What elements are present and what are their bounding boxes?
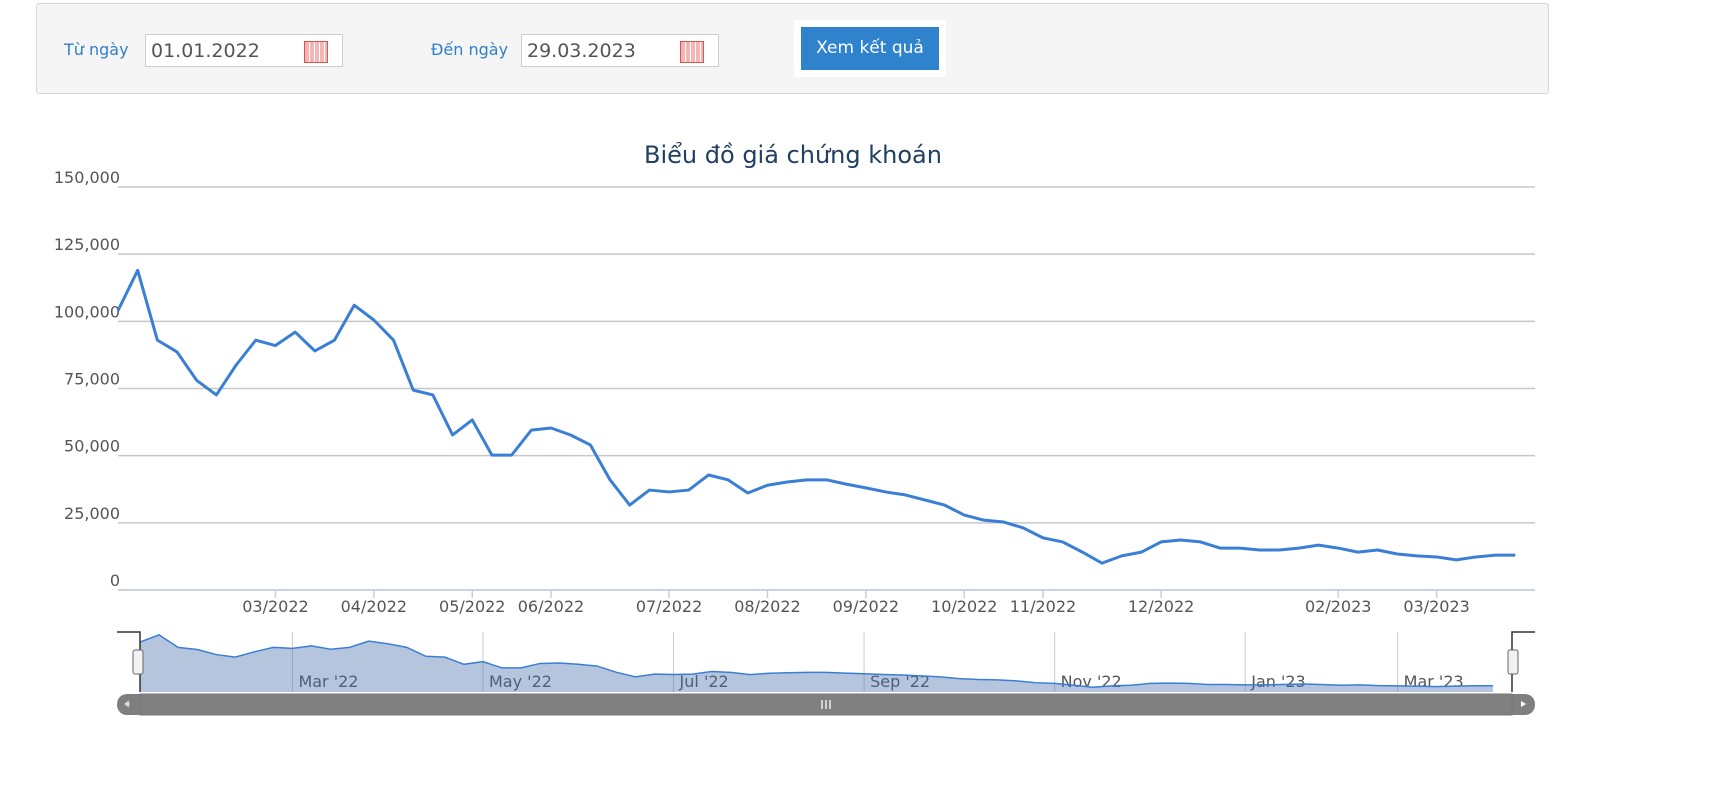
navigator-label: Mar '22 <box>298 672 358 691</box>
x-tick-label: 10/2022 <box>931 597 997 616</box>
submit-button[interactable]: Xem kết quả <box>801 27 939 70</box>
x-tick-label: 03/2022 <box>242 597 308 616</box>
x-tick-label: 03/2023 <box>1403 597 1469 616</box>
to-date-input[interactable]: 29.03.2023 <box>521 34 719 67</box>
to-label: Đến ngày <box>431 40 509 59</box>
to-date-value: 29.03.2023 <box>527 40 636 62</box>
navigator-handle[interactable] <box>132 649 144 675</box>
x-tick-label: 08/2022 <box>734 597 800 616</box>
y-tick-label: 150,000 <box>54 168 120 187</box>
y-tick-label: 25,000 <box>64 504 120 523</box>
calendar-icon[interactable] <box>304 41 328 63</box>
price-line <box>116 268 1516 565</box>
x-tick-label: 02/2023 <box>1305 597 1371 616</box>
y-tick-label: 50,000 <box>64 437 120 456</box>
navigator-handle[interactable] <box>1507 649 1519 675</box>
x-tick-label: 05/2022 <box>439 597 505 616</box>
chart-title: Biểu đồ giá chứng khoán <box>644 141 942 169</box>
from-date-value: 01.01.2022 <box>151 40 260 62</box>
navigator-area <box>140 634 1493 692</box>
from-date-input[interactable]: 01.01.2022 <box>145 34 343 67</box>
calendar-icon[interactable] <box>680 41 704 63</box>
y-tick-label: 0 <box>110 571 120 590</box>
y-tick-label: 100,000 <box>54 302 120 321</box>
from-label: Từ ngày <box>64 40 129 59</box>
scroll-right-arrow <box>1521 701 1526 707</box>
y-tick-label: 125,000 <box>54 235 120 254</box>
navigator-label: May '22 <box>489 672 552 691</box>
button-wrap: Xem kết quả <box>794 20 946 77</box>
scroll-left-arrow <box>124 700 130 708</box>
x-tick-label: 04/2022 <box>341 597 407 616</box>
x-tick-label: 06/2022 <box>518 597 584 616</box>
x-tick-label: 11/2022 <box>1010 597 1076 616</box>
y-tick-label: 75,000 <box>64 370 120 389</box>
navigator-label: Jul '22 <box>679 672 729 691</box>
scroll-grip <box>821 700 831 709</box>
navigator-line <box>139 634 1493 688</box>
x-tick-label: 12/2022 <box>1128 597 1194 616</box>
x-tick-label: 09/2022 <box>833 597 899 616</box>
navigator-label: Jan '23 <box>1250 672 1306 691</box>
filter-panel: Từ ngày 01.01.2022 Đến ngày 29.03.2023 X… <box>36 3 1549 94</box>
navigator-label: Sep '22 <box>870 672 930 691</box>
x-tick-label: 07/2022 <box>636 597 702 616</box>
